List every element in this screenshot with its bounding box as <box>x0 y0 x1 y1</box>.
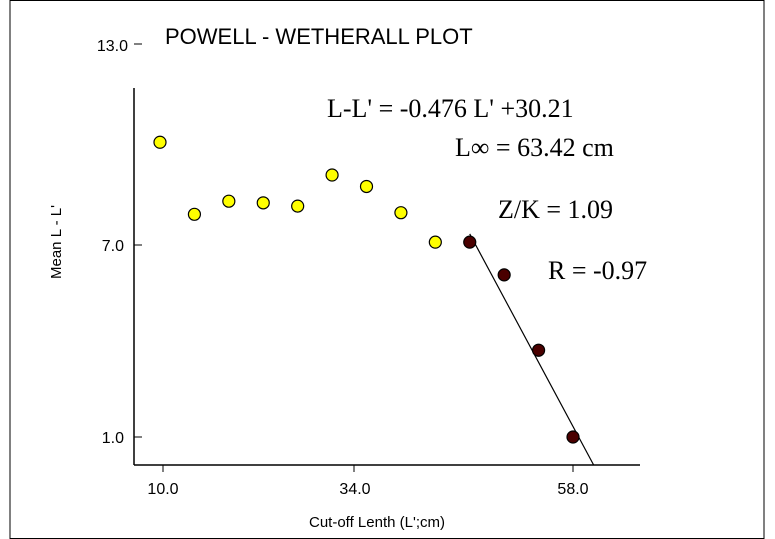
y-tick-label: 7.0 <box>102 238 124 255</box>
y-axis-label: Mean L - L' <box>48 205 65 279</box>
regression-equation: L-L' = -0.476 L' +30.21 <box>327 94 574 123</box>
data-point <box>359 179 374 194</box>
data-point <box>497 268 511 282</box>
data-point <box>394 206 408 220</box>
x-tick-label: 34.0 <box>339 481 370 498</box>
data-point <box>222 194 236 208</box>
data-point <box>291 199 305 213</box>
x-tick-label: 10.0 <box>147 481 178 498</box>
y-tick-label: 1.0 <box>102 430 124 447</box>
zk-annotation: Z/K = 1.09 <box>498 195 613 224</box>
data-point <box>187 207 202 221</box>
regression-line <box>469 233 595 466</box>
l-infinity-annotation: L∞ = 63.42 cm <box>455 133 614 162</box>
data-point <box>566 430 580 444</box>
data-point <box>428 235 442 249</box>
data-points <box>153 135 580 444</box>
r-annotation: R = -0.97 <box>548 256 647 285</box>
x-tick-label: 58.0 <box>557 481 588 498</box>
data-point <box>531 343 546 357</box>
data-point <box>256 196 270 210</box>
y-tick-label: 13.0 <box>97 38 128 55</box>
data-point <box>153 135 167 149</box>
data-point <box>325 168 339 182</box>
data-point <box>463 235 477 249</box>
x-axis-label: Cut-off Lenth (L';cm) <box>309 514 445 531</box>
chart-title: POWELL - WETHERALL PLOT <box>165 24 473 49</box>
